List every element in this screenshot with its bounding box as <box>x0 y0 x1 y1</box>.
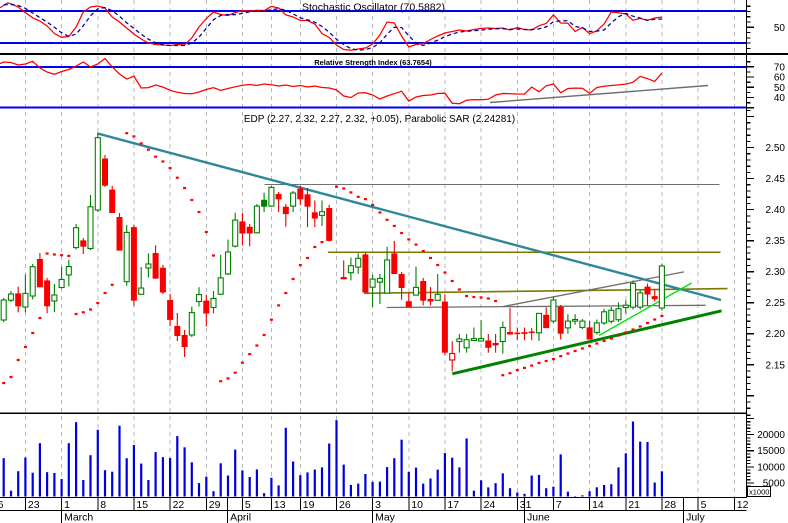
svg-text:28: 28 <box>664 499 676 511</box>
svg-text:13: 13 <box>274 499 286 511</box>
svg-text:21: 21 <box>628 499 640 511</box>
svg-text:Stochastic Oscillator (70.5882: Stochastic Oscillator (70.5882) <box>302 2 445 14</box>
svg-text:26: 26 <box>339 499 351 511</box>
svg-text:2.40: 2.40 <box>766 205 786 216</box>
svg-text:7: 7 <box>556 499 562 511</box>
svg-text:70: 70 <box>774 62 786 73</box>
svg-text:June: June <box>527 512 550 523</box>
svg-text:5: 5 <box>245 499 251 511</box>
svg-text:3: 3 <box>375 499 381 511</box>
svg-text:19: 19 <box>303 499 315 511</box>
svg-text:29: 29 <box>209 499 221 511</box>
svg-text:50: 50 <box>774 23 786 34</box>
svg-text:2.35: 2.35 <box>766 236 786 247</box>
svg-text:April: April <box>230 512 251 523</box>
svg-text:5000: 5000 <box>763 479 786 490</box>
svg-text:24: 24 <box>484 499 496 511</box>
svg-text:23: 23 <box>28 499 40 511</box>
svg-text:15000: 15000 <box>757 446 785 457</box>
svg-text:2.20: 2.20 <box>766 329 786 340</box>
svg-text:March: March <box>64 512 93 523</box>
svg-text:31: 31 <box>520 499 532 511</box>
svg-text:16: 16 <box>0 499 4 511</box>
svg-text:Relative Strength Index (63.76: Relative Strength Index (63.7654) <box>314 58 432 67</box>
svg-text:2.45: 2.45 <box>766 174 786 185</box>
svg-text:12: 12 <box>737 499 749 511</box>
svg-text:60: 60 <box>774 73 786 84</box>
svg-text:22: 22 <box>173 499 185 511</box>
svg-text:40: 40 <box>774 93 786 104</box>
svg-text:May: May <box>375 512 396 523</box>
svg-text:10: 10 <box>411 499 423 511</box>
svg-text:2.25: 2.25 <box>766 298 786 309</box>
svg-text:14: 14 <box>592 499 604 511</box>
svg-text:EDP (2.27, 2.32, 2.27, 2.32, +: EDP (2.27, 2.32, 2.27, 2.32, +0.05), Par… <box>244 114 515 125</box>
svg-text:50: 50 <box>774 83 786 94</box>
svg-text:1: 1 <box>64 499 70 511</box>
svg-text:2.30: 2.30 <box>766 267 786 278</box>
svg-text:15: 15 <box>136 499 148 511</box>
svg-text:July: July <box>686 512 705 523</box>
svg-text:10000: 10000 <box>757 462 785 473</box>
svg-text:5: 5 <box>701 499 707 511</box>
svg-text:20000: 20000 <box>757 430 785 441</box>
svg-text:2.50: 2.50 <box>766 143 786 154</box>
svg-text:17: 17 <box>447 499 459 511</box>
svg-text:8: 8 <box>100 499 106 511</box>
svg-text:2.15: 2.15 <box>766 360 786 371</box>
svg-text:x1000: x1000 <box>749 488 769 497</box>
